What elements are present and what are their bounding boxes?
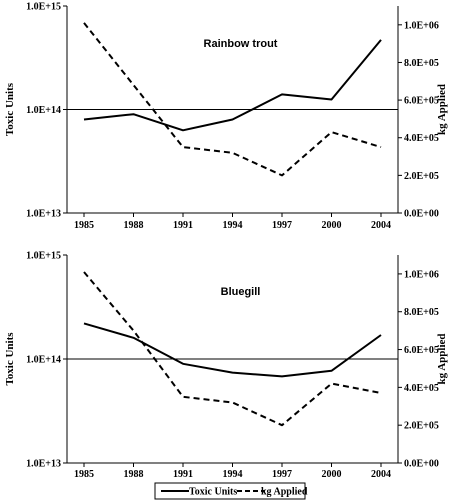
- panel-1-y-axis-label-right: kg Applied: [436, 84, 448, 135]
- panel-1-right-tick-label: 8.0E+05: [404, 58, 439, 69]
- panel-2-right-tick-label: 6.0E+05: [404, 345, 439, 356]
- panel-2-title: Bluegill: [221, 286, 261, 298]
- panel-1-left-tick-label: 1.0E+15: [26, 2, 61, 13]
- legend-label: Toxic Units: [189, 487, 237, 498]
- panel-2-right-tick-label: 2.0E+05: [404, 421, 439, 432]
- panel-1-left-tick-label: 1.0E+14: [26, 105, 61, 116]
- panel-1-x-tick-label: 1997: [272, 220, 292, 231]
- panel-1-x-tick-label: 2000: [322, 220, 342, 231]
- panel-2-y-axis-label: Toxic Units: [4, 332, 16, 386]
- panel-1-y-axis-label: Toxic Units: [4, 82, 16, 136]
- panel-2-x-tick-label: 2004: [371, 469, 391, 480]
- panel-2-x-tick-label: 1997: [272, 469, 292, 480]
- panel-2-right-tick-label: 1.0E+06: [404, 269, 439, 280]
- legend-label: kg Applied: [261, 487, 308, 498]
- panel-2-left-tick-label: 1.0E+14: [26, 355, 61, 366]
- panel-2-x-tick-label: 1985: [74, 469, 94, 480]
- panel-1-x-tick-label: 1988: [124, 220, 144, 231]
- panel-2-toxic-units-line: [83, 322, 382, 378]
- legend-box: [154, 482, 306, 500]
- panel-2-x-tick-label: 1991: [173, 469, 193, 480]
- panel-2-y-axis-label-right: kg Applied: [436, 333, 448, 384]
- panel-2-x-tick-label: 2000: [322, 469, 342, 480]
- panel-2-left-tick-label: 1.0E+15: [26, 251, 61, 262]
- panel-1-x-tick-label: 1985: [74, 220, 94, 231]
- panel-1-right-tick-label: 2.0E+05: [404, 171, 439, 182]
- panel-2-right-tick-label: 8.0E+05: [404, 307, 439, 318]
- panel-1-toxic-units-line: [83, 39, 382, 132]
- panel-2-left-tick-label: 1.0E+13: [26, 459, 61, 470]
- panel-2-x-tick-label: 1994: [223, 469, 243, 480]
- panel-2-right-tick-label: 4.0E+05: [404, 383, 439, 394]
- panel-1-title: Rainbow trout: [204, 38, 278, 50]
- panel-1-x-tick-label: 1994: [223, 220, 243, 231]
- panel-1-left-tick-label: 1.0E+13: [26, 209, 61, 220]
- panel-1-right-tick-label: 0.0E+00: [404, 209, 439, 220]
- panel-2-right-tick-label: 0.0E+00: [404, 459, 439, 470]
- panel-1-x-tick-label: 2004: [371, 220, 391, 231]
- panel-1-x-tick-label: 1991: [173, 220, 193, 231]
- panel-1-right-tick-label: 4.0E+05: [404, 133, 439, 144]
- panel-1-right-tick-label: 1.0E+06: [404, 20, 439, 31]
- panel-1-right-tick-label: 6.0E+05: [404, 96, 439, 107]
- panel-2-x-tick-label: 1988: [124, 469, 144, 480]
